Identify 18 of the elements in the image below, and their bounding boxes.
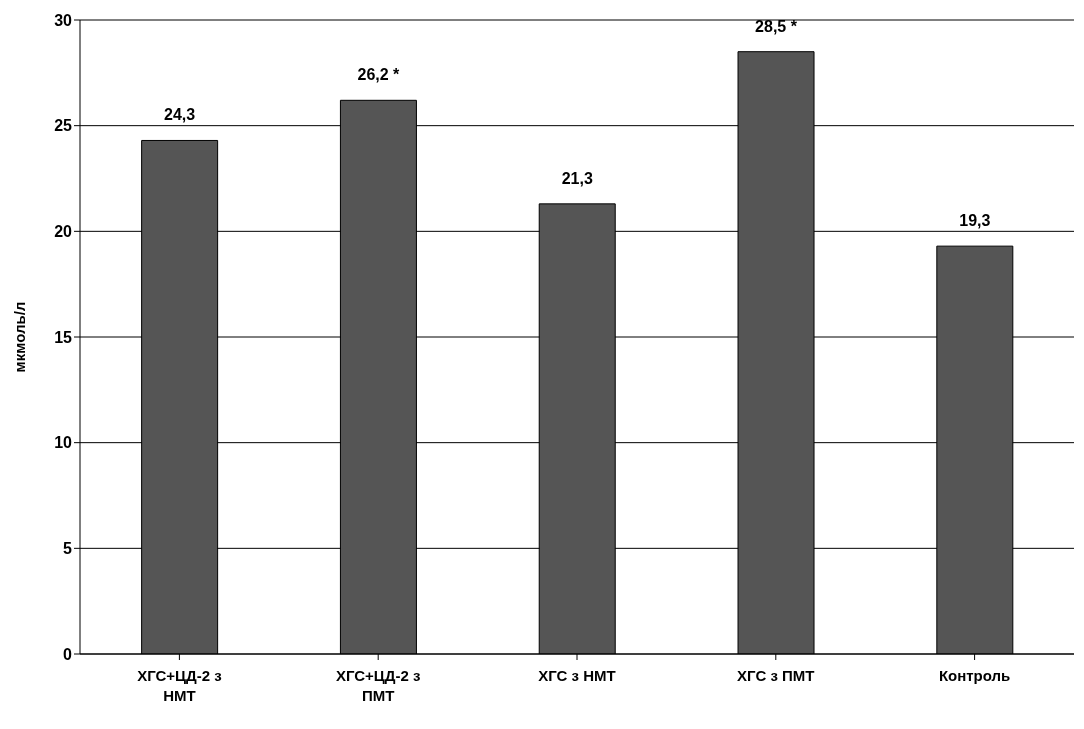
data-label: 26,2 * xyxy=(357,66,401,84)
y-tick-label: 5 xyxy=(63,540,73,558)
y-axis-title: мкмоль/л xyxy=(11,301,29,373)
data-label: 28,5 * xyxy=(755,17,798,35)
x-tick-label: ХГС з ПМТ xyxy=(737,666,815,684)
y-tick-label: 30 xyxy=(54,11,73,29)
x-tick-label: ХГС з НМТ xyxy=(538,666,616,684)
data-label: 24,3 xyxy=(164,106,196,124)
y-tick-label: 10 xyxy=(54,434,73,452)
y-tick-label: 15 xyxy=(54,328,73,346)
data-label: 19,3 xyxy=(959,212,991,230)
y-tick-label: 25 xyxy=(54,117,73,135)
x-tick-label: ХГС+ЦД-2 з НМТ xyxy=(137,666,222,704)
x-tick-label: Контроль xyxy=(938,666,1011,684)
y-tick-label: 20 xyxy=(54,223,73,241)
x-tick-label: ХГС+ЦД-2 з ПМТ xyxy=(335,666,421,704)
y-tick-label: 0 xyxy=(63,645,73,663)
data-label: 21,3 xyxy=(561,169,593,187)
